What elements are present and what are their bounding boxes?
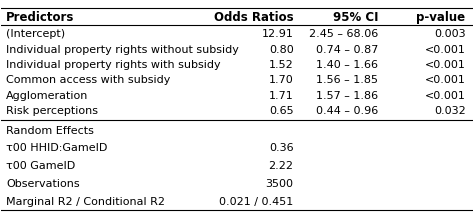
Text: Individual property rights without subsidy: Individual property rights without subsi… [6,45,239,55]
Text: p-value: p-value [417,11,465,24]
Text: Predictors: Predictors [6,11,74,24]
Text: 1.57 – 1.86: 1.57 – 1.86 [316,91,378,101]
Text: 2.22: 2.22 [269,161,293,171]
Text: Common access with subsidy: Common access with subsidy [6,75,171,85]
Text: <0.001: <0.001 [425,91,465,101]
Text: Odds Ratios: Odds Ratios [214,11,293,24]
Text: 0.36: 0.36 [269,143,293,153]
Text: 1.40 – 1.66: 1.40 – 1.66 [316,60,378,70]
Text: 0.021 / 0.451: 0.021 / 0.451 [219,197,293,207]
Text: 1.70: 1.70 [269,75,293,85]
Text: 1.71: 1.71 [269,91,293,101]
Text: 0.032: 0.032 [434,106,465,116]
Text: <0.001: <0.001 [425,60,465,70]
Text: 1.52: 1.52 [269,60,293,70]
Text: Marginal R2 / Conditional R2: Marginal R2 / Conditional R2 [6,197,165,207]
Text: Risk perceptions: Risk perceptions [6,106,98,116]
Text: 95% CI: 95% CI [333,11,378,24]
Text: τ00 GameID: τ00 GameID [6,161,75,171]
Text: 3500: 3500 [265,179,293,189]
Text: 0.003: 0.003 [434,29,465,39]
Text: <0.001: <0.001 [425,75,465,85]
Text: 1.56 – 1.85: 1.56 – 1.85 [316,75,378,85]
Text: 12.91: 12.91 [262,29,293,39]
Text: Individual property rights with subsidy: Individual property rights with subsidy [6,60,221,70]
Text: 0.74 – 0.87: 0.74 – 0.87 [316,45,378,55]
Text: Agglomeration: Agglomeration [6,91,89,101]
Text: τ00 HHID:GameID: τ00 HHID:GameID [6,143,108,153]
Text: 0.44 – 0.96: 0.44 – 0.96 [316,106,378,116]
Text: Random Effects: Random Effects [6,126,94,136]
Text: Observations: Observations [6,179,80,189]
Text: 0.65: 0.65 [269,106,293,116]
Text: 2.45 – 68.06: 2.45 – 68.06 [309,29,378,39]
Text: <0.001: <0.001 [425,45,465,55]
Text: (Intercept): (Intercept) [6,29,65,39]
Text: 0.80: 0.80 [269,45,293,55]
